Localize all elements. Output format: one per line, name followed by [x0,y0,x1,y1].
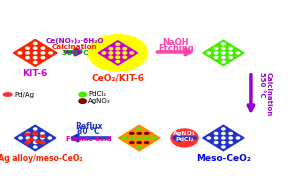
Circle shape [229,47,232,50]
Circle shape [41,137,44,139]
Circle shape [33,52,37,54]
Circle shape [116,56,120,58]
Ellipse shape [137,128,141,130]
Circle shape [26,47,29,49]
Ellipse shape [122,137,126,139]
Ellipse shape [152,137,156,139]
Circle shape [229,56,232,58]
Circle shape [123,52,127,54]
Polygon shape [98,41,137,65]
Circle shape [116,47,120,50]
Circle shape [215,56,218,58]
Ellipse shape [137,146,141,148]
Circle shape [215,141,218,143]
Circle shape [41,47,45,49]
Circle shape [229,137,232,139]
Ellipse shape [144,137,149,139]
Circle shape [26,132,30,135]
Text: NaOH: NaOH [163,38,189,47]
Circle shape [33,61,37,64]
Circle shape [33,42,37,44]
Circle shape [229,132,232,135]
Circle shape [229,141,232,143]
Circle shape [116,43,120,46]
Circle shape [215,137,218,139]
Text: Pd/Ag: Pd/Ag [14,91,34,98]
Text: 80 °C: 80 °C [77,127,100,136]
Ellipse shape [40,142,45,144]
Circle shape [41,132,44,135]
Ellipse shape [130,137,134,139]
Text: Reflux: Reflux [75,122,103,131]
Circle shape [48,137,51,139]
Ellipse shape [144,132,149,134]
Circle shape [222,61,225,63]
Polygon shape [15,125,56,151]
Ellipse shape [36,141,41,143]
Circle shape [26,57,29,59]
Text: PdCl₂: PdCl₂ [88,91,106,98]
Circle shape [34,146,37,148]
Circle shape [222,146,225,148]
Text: AgNO₃: AgNO₃ [88,98,111,104]
Circle shape [222,141,225,143]
Ellipse shape [28,139,34,141]
Ellipse shape [171,129,198,147]
Circle shape [123,56,127,58]
Circle shape [18,52,21,54]
Circle shape [88,35,147,71]
Text: Calcination: Calcination [52,44,98,50]
Circle shape [34,128,37,130]
Circle shape [79,92,86,97]
Ellipse shape [130,132,134,134]
Text: Ce(NO₃)₂·6H₂O: Ce(NO₃)₂·6H₂O [46,39,104,44]
Circle shape [130,52,133,54]
Text: KIT-6: KIT-6 [23,69,48,78]
Circle shape [229,52,232,54]
Ellipse shape [130,142,134,143]
Ellipse shape [25,133,30,135]
Circle shape [236,137,240,139]
Text: PdAg alloy/meso-CeO₂: PdAg alloy/meso-CeO₂ [0,154,83,163]
Text: AgNO₃: AgNO₃ [173,131,196,136]
Ellipse shape [33,132,38,134]
Ellipse shape [25,142,30,144]
Circle shape [222,137,225,139]
Circle shape [222,43,225,45]
Circle shape [207,137,211,139]
Circle shape [26,52,29,54]
Circle shape [222,47,225,50]
Circle shape [109,56,113,58]
Text: Calcination
550 °C: Calcination 550 °C [259,72,271,117]
Circle shape [109,47,113,50]
Circle shape [26,137,30,139]
Circle shape [19,137,22,139]
Circle shape [222,128,225,130]
Text: Etching: Etching [158,44,194,53]
Circle shape [34,132,37,135]
Circle shape [33,57,37,59]
Circle shape [222,52,225,54]
Ellipse shape [137,132,141,134]
Circle shape [26,141,30,143]
Polygon shape [13,40,57,66]
Circle shape [41,57,45,59]
Text: CeO₂/KIT-6: CeO₂/KIT-6 [91,73,144,82]
Circle shape [79,99,86,103]
Circle shape [215,47,218,50]
Text: Meso-CeO₂: Meso-CeO₂ [196,154,251,163]
Circle shape [123,47,127,50]
Circle shape [34,137,37,139]
Polygon shape [203,125,244,151]
Circle shape [222,56,225,58]
Circle shape [236,52,240,54]
Circle shape [34,141,37,143]
Ellipse shape [144,142,149,143]
Circle shape [102,52,106,54]
Circle shape [116,52,120,54]
Circle shape [215,52,218,54]
Circle shape [116,60,120,63]
Circle shape [207,52,211,54]
Circle shape [41,141,44,143]
